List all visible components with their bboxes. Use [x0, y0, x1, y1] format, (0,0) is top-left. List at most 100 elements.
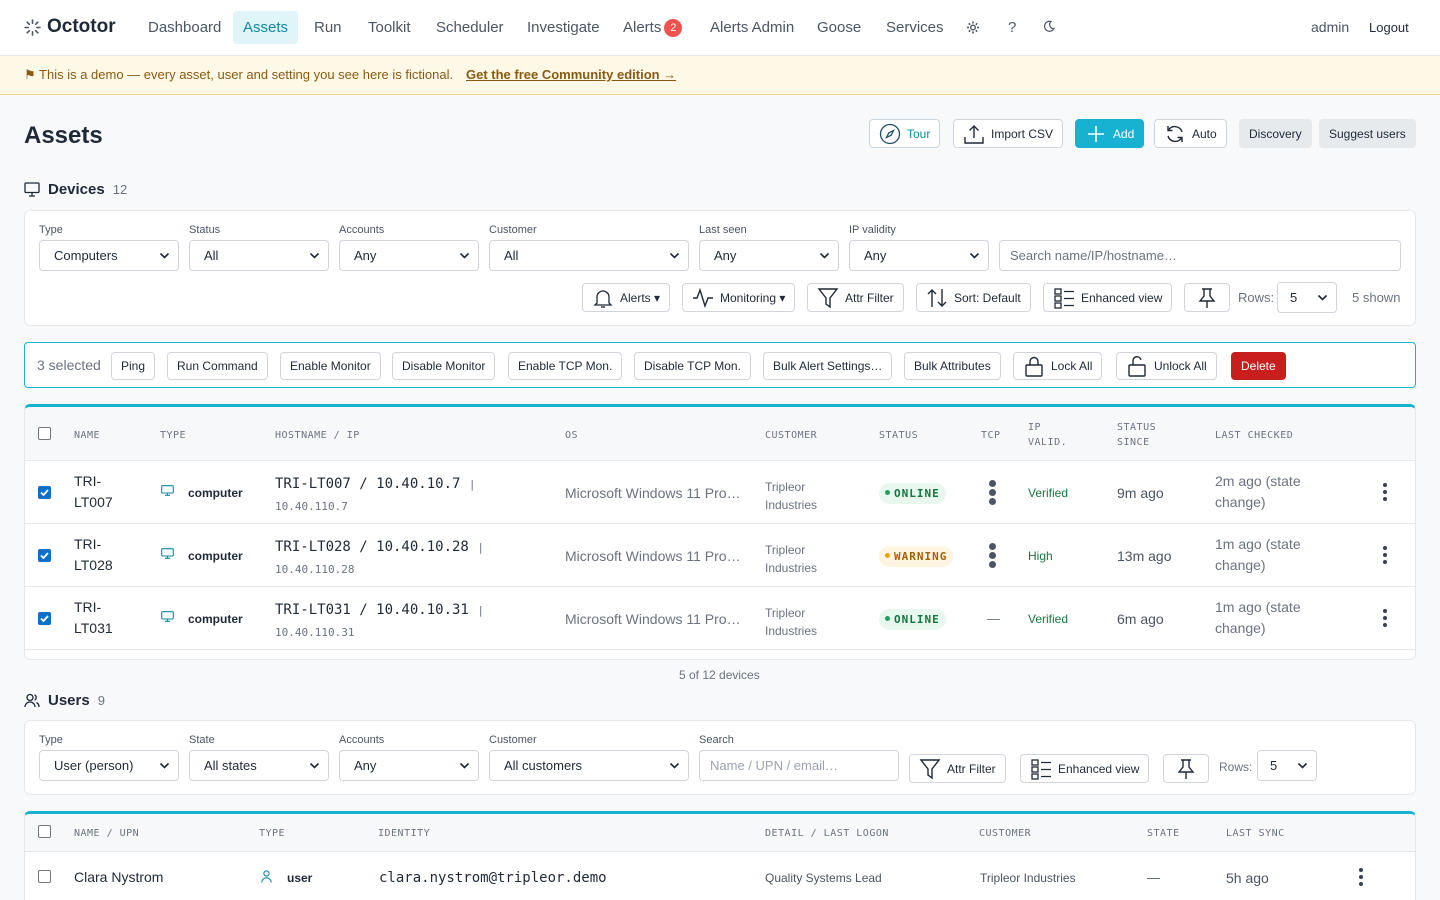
col-tcp[interactable]: TCP [981, 430, 1001, 441]
devices-section-title: Devices 12 [24, 181, 127, 198]
suggest-users-button[interactable]: Suggest users [1319, 119, 1416, 148]
col-ip-valid[interactable]: IP VALID. [1028, 420, 1067, 450]
accounts-filter-select[interactable]: Any [339, 240, 479, 271]
table-row[interactable]: Clara Nystrom user clara.nystrom@tripleo… [25, 852, 1415, 900]
gear-icon[interactable] [958, 11, 988, 44]
col-type[interactable]: TYPE [160, 430, 187, 441]
user-name[interactable]: Clara Nystrom [74, 869, 164, 885]
import-csv-button[interactable]: Import CSV [953, 119, 1064, 148]
tcp-status-dots-icon[interactable] [989, 543, 996, 570]
row-menu-icon[interactable] [1383, 483, 1387, 504]
community-edition-link[interactable]: Get the free Community edition → [466, 67, 677, 82]
select-all-checkbox[interactable] [38, 427, 51, 440]
col-status-since[interactable]: STATUS SINCE [1117, 420, 1156, 450]
device-name[interactable]: TRI- LT007 [74, 471, 113, 513]
enhanced-view-button[interactable]: Enhanced view [1043, 283, 1173, 312]
user-customer-filter-label: Customer [489, 734, 537, 746]
chevron-down-icon [1297, 760, 1308, 771]
col-user-type[interactable]: TYPE [259, 828, 286, 839]
row-menu-icon[interactable] [1359, 868, 1363, 889]
col-name[interactable]: NAME [74, 430, 101, 441]
col-identity[interactable]: IDENTITY [378, 828, 431, 839]
col-detail-last-logon[interactable]: DETAIL / LAST LOGON [765, 828, 889, 839]
moon-icon[interactable] [1032, 10, 1066, 43]
last-seen-filter-select[interactable]: Any [699, 240, 839, 271]
col-customer[interactable]: CUSTOMER [765, 430, 818, 441]
col-hostname-ip[interactable]: HOSTNAME / IP [275, 430, 360, 441]
nav-toolkit[interactable]: Toolkit [368, 19, 411, 36]
rows-per-page-select[interactable]: 5 [1277, 282, 1337, 313]
alerts-dropdown-button[interactable]: Alerts ▾ [582, 283, 671, 312]
col-status[interactable]: STATUS [879, 430, 919, 441]
users-pin-button[interactable] [1163, 754, 1209, 783]
table-row[interactable]: TRI- LT007 computer TRI-LT007 / 10.40.10.… [25, 461, 1415, 524]
unlock-all-button[interactable]: Unlock All [1116, 352, 1217, 380]
bulk-attributes-button[interactable]: Bulk Attributes [904, 352, 1001, 380]
user-type-filter-select[interactable]: User (person) [39, 750, 179, 781]
tour-button[interactable]: Tour [869, 119, 941, 148]
user-customer-filter-select[interactable]: All customers [489, 750, 689, 781]
table-row[interactable]: TRI- LT028 computer TRI-LT028 / 10.40.10.… [25, 524, 1415, 587]
bulk-alert-settings-button[interactable]: Bulk Alert Settings… [763, 352, 893, 380]
col-last-checked[interactable]: LAST CHECKED [1215, 430, 1294, 441]
table-row[interactable]: TRI- LT031 computer TRI-LT031 / 10.40.10.… [25, 587, 1415, 650]
users-enhanced-view-button[interactable]: Enhanced view [1020, 754, 1150, 783]
ip-validity-filter-select[interactable]: Any [849, 240, 989, 271]
lock-all-button[interactable]: Lock All [1013, 352, 1103, 380]
customer-filter-select[interactable]: All [489, 240, 689, 271]
device-name[interactable]: TRI- LT028 [74, 534, 113, 576]
user-state-filter-select[interactable]: All states [189, 750, 329, 781]
nav-services[interactable]: Services [886, 19, 944, 36]
help-button[interactable]: ? [1008, 19, 1017, 36]
device-search-input[interactable]: Search name/IP/hostname… [999, 240, 1401, 271]
attr-filter-button[interactable]: Attr Filter [807, 283, 904, 312]
logout-button[interactable]: Logout [1369, 20, 1409, 35]
row-checkbox[interactable] [38, 549, 51, 562]
device-name[interactable]: TRI- LT031 [74, 597, 113, 639]
computer-icon [161, 548, 174, 559]
row-checkbox[interactable] [38, 486, 51, 499]
enable-monitor-button[interactable]: Enable Monitor [280, 352, 381, 380]
computer-icon [161, 485, 174, 496]
col-state[interactable]: STATE [1147, 828, 1180, 839]
users-rows-per-page-select[interactable]: 5 [1257, 750, 1317, 781]
run-command-button[interactable]: Run Command [167, 352, 268, 380]
pin-button[interactable] [1184, 283, 1230, 312]
add-button[interactable]: Add [1075, 119, 1145, 148]
nav-goose[interactable]: Goose [817, 19, 862, 36]
users-select-all-checkbox[interactable] [38, 825, 51, 838]
enable-tcp-button[interactable]: Enable TCP Mon. [508, 352, 623, 380]
ping-button[interactable]: Ping [111, 352, 156, 380]
disable-monitor-button[interactable]: Disable Monitor [392, 352, 496, 380]
tcp-status-dots-icon[interactable] [989, 480, 996, 507]
sort-button[interactable]: Sort: Default [916, 283, 1031, 312]
nav-run[interactable]: Run [314, 19, 342, 36]
col-name-upn[interactable]: NAME / UPN [74, 828, 140, 839]
nav-dashboard[interactable]: Dashboard [148, 19, 222, 36]
row-checkbox[interactable] [38, 612, 51, 625]
user-type: user [287, 871, 313, 885]
delete-button[interactable]: Delete [1231, 352, 1286, 380]
auto-button[interactable]: Auto [1154, 119, 1227, 148]
nav-investigate[interactable]: Investigate [527, 19, 600, 36]
col-last-sync[interactable]: LAST SYNC [1226, 828, 1285, 839]
nav-scheduler[interactable]: Scheduler [436, 19, 504, 36]
nav-alerts[interactable]: Alerts 2 [613, 11, 692, 44]
users-attr-filter-button[interactable]: Attr Filter [909, 754, 1006, 783]
disable-tcp-button[interactable]: Disable TCP Mon. [634, 352, 751, 380]
row-menu-icon[interactable] [1383, 546, 1387, 567]
logo[interactable]: Octotor [24, 16, 116, 38]
chevron-down-icon [159, 250, 170, 261]
discovery-button[interactable]: Discovery [1239, 119, 1312, 148]
user-search-input[interactable]: Name / UPN / email… [699, 750, 899, 781]
monitoring-dropdown-button[interactable]: Monitoring ▾ [682, 283, 796, 312]
user-accounts-filter-select[interactable]: Any [339, 750, 479, 781]
row-menu-icon[interactable] [1383, 609, 1387, 630]
col-os[interactable]: OS [565, 430, 579, 441]
nav-assets[interactable]: Assets [233, 11, 299, 44]
type-filter-select[interactable]: Computers [39, 240, 179, 271]
nav-alerts-admin[interactable]: Alerts Admin [710, 19, 795, 36]
row-checkbox[interactable] [38, 870, 51, 883]
col-user-customer[interactable]: CUSTOMER [979, 828, 1032, 839]
status-filter-select[interactable]: All [189, 240, 329, 271]
